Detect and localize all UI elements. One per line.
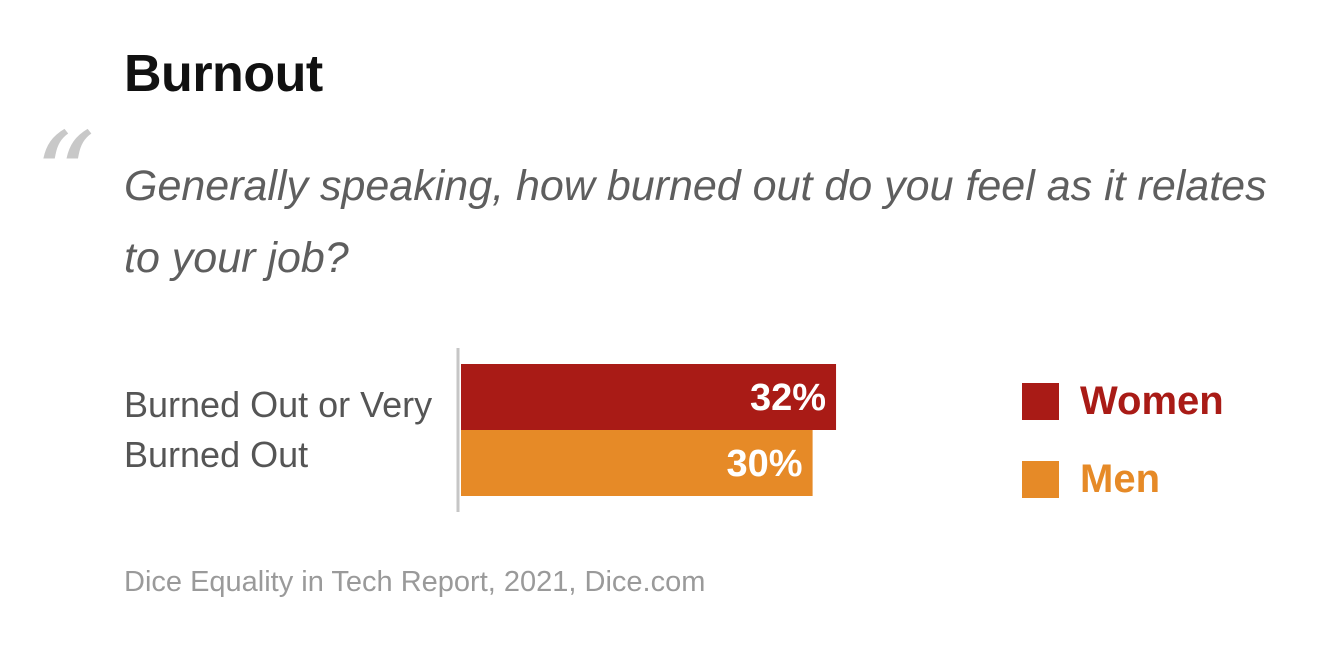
legend-item-men: Men bbox=[1022, 456, 1224, 501]
legend-label-women: Women bbox=[1080, 378, 1224, 423]
source-note: Dice Equality in Tech Report, 2021, Dice… bbox=[124, 566, 706, 598]
quote-mark-icon: “ bbox=[34, 108, 96, 247]
legend-item-women: Women bbox=[1022, 378, 1224, 423]
bar-women bbox=[461, 364, 837, 430]
legend-label-men: Men bbox=[1080, 456, 1160, 501]
data-label-women: 32% bbox=[750, 377, 826, 419]
legend-swatch-men bbox=[1022, 460, 1059, 498]
data-label-men: 30% bbox=[727, 443, 803, 485]
chart-title: Burnout bbox=[124, 45, 323, 103]
category-label: Burned Out or Very Burned Out bbox=[124, 384, 433, 475]
legend-swatch-women bbox=[1022, 382, 1059, 420]
survey-question: Generally speaking, how burned out do yo… bbox=[124, 162, 1267, 282]
legend: Women Men bbox=[1022, 378, 1224, 536]
bars-group: 32% 30% bbox=[461, 364, 837, 496]
bar-men bbox=[461, 430, 813, 496]
